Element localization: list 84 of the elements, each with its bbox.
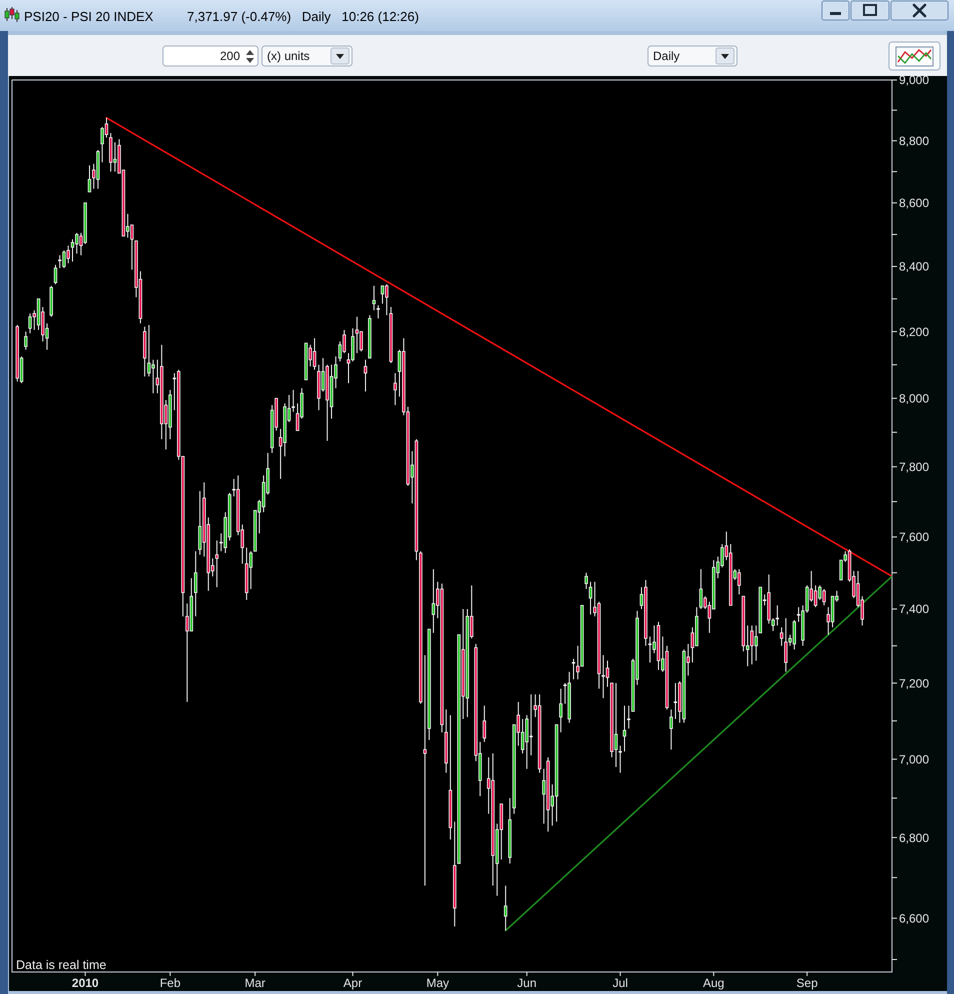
candlestick [559,688,562,733]
candlestick [814,584,818,608]
candlestick [351,328,354,362]
x-tick-label: Mar [244,976,266,990]
candlestick [88,164,92,192]
x-tick-label: Jul [612,976,628,990]
candlestick [754,625,758,662]
candlestick [130,224,134,270]
candlestick [750,625,754,665]
candlestick [482,705,486,742]
candlestick [66,245,70,264]
x-tick-label: Feb [160,976,181,990]
y-tick-label: 7,800 [899,460,930,474]
y-tick-label: 9,000 [899,73,930,88]
candlestick [525,714,529,770]
candlestick [355,316,359,354]
candlestick [602,654,605,699]
candlestick [394,372,397,406]
y-tick-label: 8,000 [899,392,930,406]
candlestick [292,389,295,412]
candlestick [822,588,826,606]
x-tick-label: Apr [343,976,362,990]
text: (x) units [267,49,310,63]
text: 200 [220,49,240,63]
candlestick [588,581,592,616]
candlestick [372,285,376,311]
candlestick [618,745,622,774]
candlestick [364,359,368,392]
candlestick [674,682,678,720]
candlestick [622,705,626,752]
candlestick [648,636,652,664]
candlestick [627,705,630,729]
candlestick [606,660,610,688]
candlestick [100,126,104,163]
candlestick [58,254,62,269]
x-tick-label: Aug [702,976,724,990]
candlestick [737,568,741,595]
y-tick-label: 8,600 [899,196,930,210]
candlestick [24,331,28,350]
candlestick [194,550,198,617]
candlestick [432,568,436,634]
candlestick [380,285,384,304]
candlestick [784,618,788,672]
candlestick [376,304,380,319]
candlestick [670,708,673,750]
candlestick [584,572,588,590]
x-tick-label: May [426,976,450,990]
y-tick-label: 8,800 [899,134,930,148]
x-tick-label: Jun [517,976,537,990]
candlestick [75,232,78,254]
candlestick [152,359,155,394]
y-tick-label: 7,000 [899,752,930,766]
candlestick [215,540,219,588]
candlestick [360,331,363,352]
candlestick [198,490,202,556]
candlestick [529,694,533,756]
annotation: Data is real time [16,958,106,972]
candlestick [147,324,151,377]
candlestick [249,550,253,590]
candlestick [54,264,58,285]
candlestick [776,604,780,626]
candlestick [792,620,796,650]
y-tick-label: 8,200 [899,324,930,339]
x-tick-label: Sep [796,976,818,990]
candlestick [423,654,427,886]
candlestick [385,284,388,316]
candlestick [780,626,784,646]
candlestick [504,885,508,932]
y-tick-label: 6,600 [899,911,930,926]
candlestick [614,682,618,768]
y-tick-label: 7,600 [899,530,930,544]
x-tick-label: 2010 [72,976,99,990]
y-tick-label: 8,400 [899,260,930,274]
y-tick-label: 7,400 [899,602,930,616]
candlestick [62,250,66,269]
chart-title: PSI20 - PSI 20 INDEX [24,9,154,24]
y-tick-label: 7,200 [899,676,930,690]
y-tick-label: 6,800 [899,830,930,845]
chart-subtitle: 7,371.97 (-0.47%) Daily 10:26 (12:26) [187,9,419,24]
candlestick [572,658,576,680]
candlestick [520,718,524,754]
candlestick [699,568,703,610]
candlestick [312,338,316,370]
text: Daily [653,49,680,63]
